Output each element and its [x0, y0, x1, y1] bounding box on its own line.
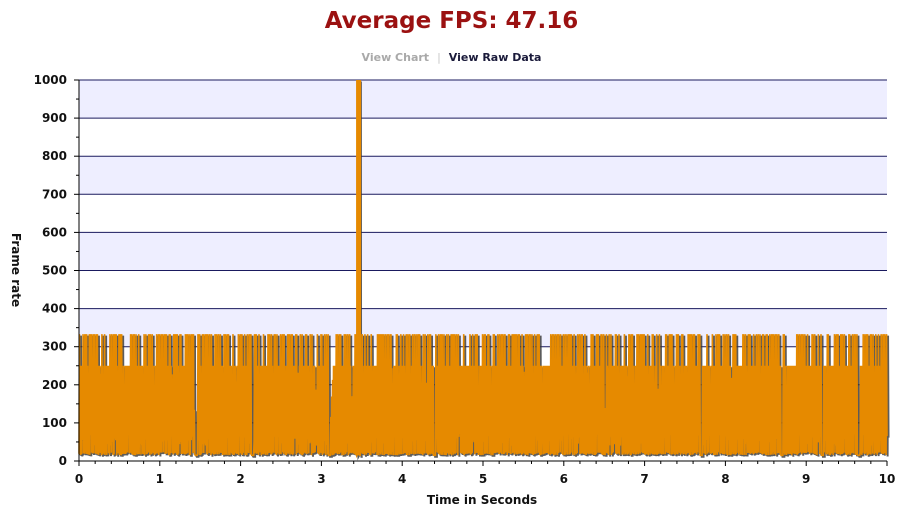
- y-tick-label: 100: [42, 416, 67, 430]
- axes: [74, 79, 888, 466]
- view-raw-data-link[interactable]: View Raw Data: [448, 51, 542, 64]
- y-tick-labels: 0 100 200 300 400 500 600 700 800 900 1000: [34, 73, 67, 468]
- x-tick-label: 10: [879, 472, 896, 486]
- series-line: [78, 79, 888, 459]
- spike-mark: [356, 80, 362, 456]
- x-tick-label: 4: [398, 472, 406, 486]
- y-tick-label: 800: [42, 149, 67, 163]
- y-tick-label: 300: [42, 340, 67, 354]
- y-tick-label: 600: [42, 225, 67, 239]
- grid-band: [79, 80, 887, 119]
- view-toggle: View Chart | View Raw Data: [0, 51, 903, 64]
- y-tick-label: 700: [42, 187, 67, 201]
- grid-band: [79, 232, 887, 271]
- x-tick-label: 9: [802, 472, 810, 486]
- x-tick-label: 3: [317, 472, 325, 486]
- x-tick-label: 7: [640, 472, 648, 486]
- grid-band: [79, 156, 887, 195]
- y-tick-label: 400: [42, 302, 67, 316]
- link-separator: |: [437, 51, 441, 64]
- y-tick-label: 0: [59, 454, 67, 468]
- view-chart-link[interactable]: View Chart: [361, 51, 430, 64]
- x-tick-label: 0: [75, 472, 83, 486]
- x-tick-label: 5: [479, 472, 487, 486]
- x-axis-label: Time in Seconds: [427, 493, 537, 507]
- y-tick-label: 200: [42, 378, 67, 392]
- series-layer: [78, 79, 890, 461]
- y-tick-label: 900: [42, 111, 67, 125]
- y-tick-label: 1000: [34, 73, 67, 87]
- x-tick-label: 2: [236, 472, 244, 486]
- chart-title: Average FPS: 47.16: [324, 8, 579, 34]
- y-axis-label: Frame rate: [9, 233, 23, 307]
- x-tick-label: 8: [721, 472, 729, 486]
- y-tick-label: 500: [42, 264, 67, 278]
- x-tick-labels: 0 1 2 3 4 5 6 7 8 9 10: [75, 472, 896, 486]
- x-tick-label: 1: [156, 472, 164, 486]
- x-tick-label: 6: [560, 472, 568, 486]
